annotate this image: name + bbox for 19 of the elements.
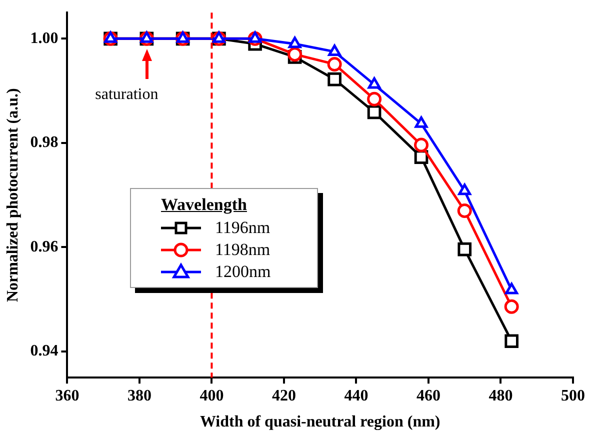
x-tick-label: 500 [561,387,585,404]
y-tick-label: 0.98 [30,134,58,152]
x-tick-label: 440 [344,387,368,404]
x-tick-label: 460 [416,387,440,404]
y-tick-label: 0.96 [30,238,58,256]
legend-title: Wavelength [161,195,248,215]
x-tick-label: 480 [488,387,513,404]
x-tick-label: 360 [55,387,80,404]
x-tick-label: 380 [127,387,152,404]
x-tick-label: 400 [200,387,224,404]
legend-label: 1198nm [215,240,270,260]
x-axis-title: Width of quasi-neutral region (nm) [200,414,440,431]
annotation: saturation [95,86,158,103]
y-axis-title: Normalized photocurrent (a.u.) [4,88,22,302]
x-tick-label: 420 [272,387,296,404]
y-tick-label: 1.00 [30,30,58,47]
legend-label: 1200nm [215,262,271,282]
legend-label: 1196nm [215,218,270,238]
y-tick-label: 0.94 [30,342,58,360]
